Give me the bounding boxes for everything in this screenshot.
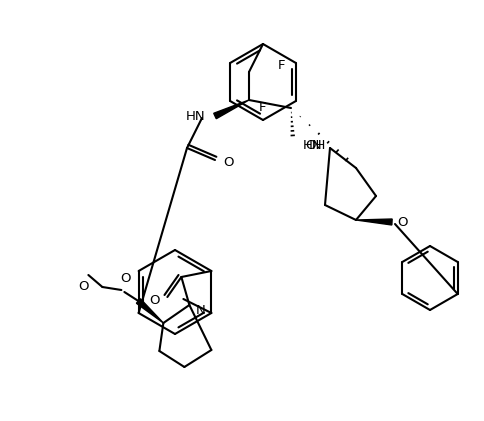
Text: F: F — [278, 59, 285, 72]
Text: O: O — [120, 272, 130, 285]
Text: O: O — [149, 293, 159, 306]
Polygon shape — [355, 219, 392, 225]
Polygon shape — [136, 299, 163, 323]
Polygon shape — [213, 100, 248, 119]
Text: N: N — [195, 304, 205, 317]
Text: O: O — [78, 280, 88, 293]
Text: HN: HN — [302, 139, 321, 152]
Text: O: O — [396, 216, 407, 229]
Text: HN: HN — [185, 109, 205, 123]
Text: OH: OH — [304, 139, 325, 152]
Text: O: O — [223, 155, 233, 168]
Text: F: F — [259, 101, 266, 114]
